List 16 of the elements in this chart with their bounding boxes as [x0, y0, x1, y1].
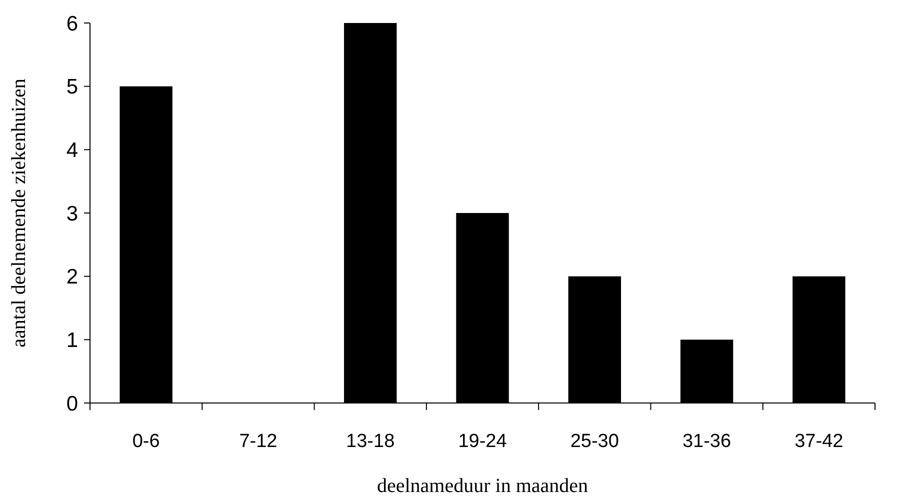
y-tick-label: 6 [66, 12, 78, 36]
y-tick-label: 1 [66, 329, 78, 352]
x-tick-label: 7-12 [239, 431, 278, 452]
x-tick-label: 37-42 [794, 431, 844, 452]
x-tick-label: 0-6 [132, 431, 160, 452]
y-tick-label: 2 [66, 266, 78, 289]
x-axis-title: deelnameduur in maanden [376, 475, 588, 497]
y-tick-label: 4 [66, 139, 78, 162]
x-tick-label: 31-36 [682, 431, 732, 452]
y-tick-label: 0 [66, 392, 78, 416]
y-axis-title: aantal deelnemende ziekenhuizen [8, 78, 30, 348]
y-tick-label: 3 [66, 202, 78, 226]
x-tick-label: 13-18 [346, 431, 395, 452]
x-tick-label: 25-30 [570, 431, 619, 452]
x-tick-label: 19-24 [458, 431, 508, 452]
y-tick-label: 5 [66, 76, 78, 99]
